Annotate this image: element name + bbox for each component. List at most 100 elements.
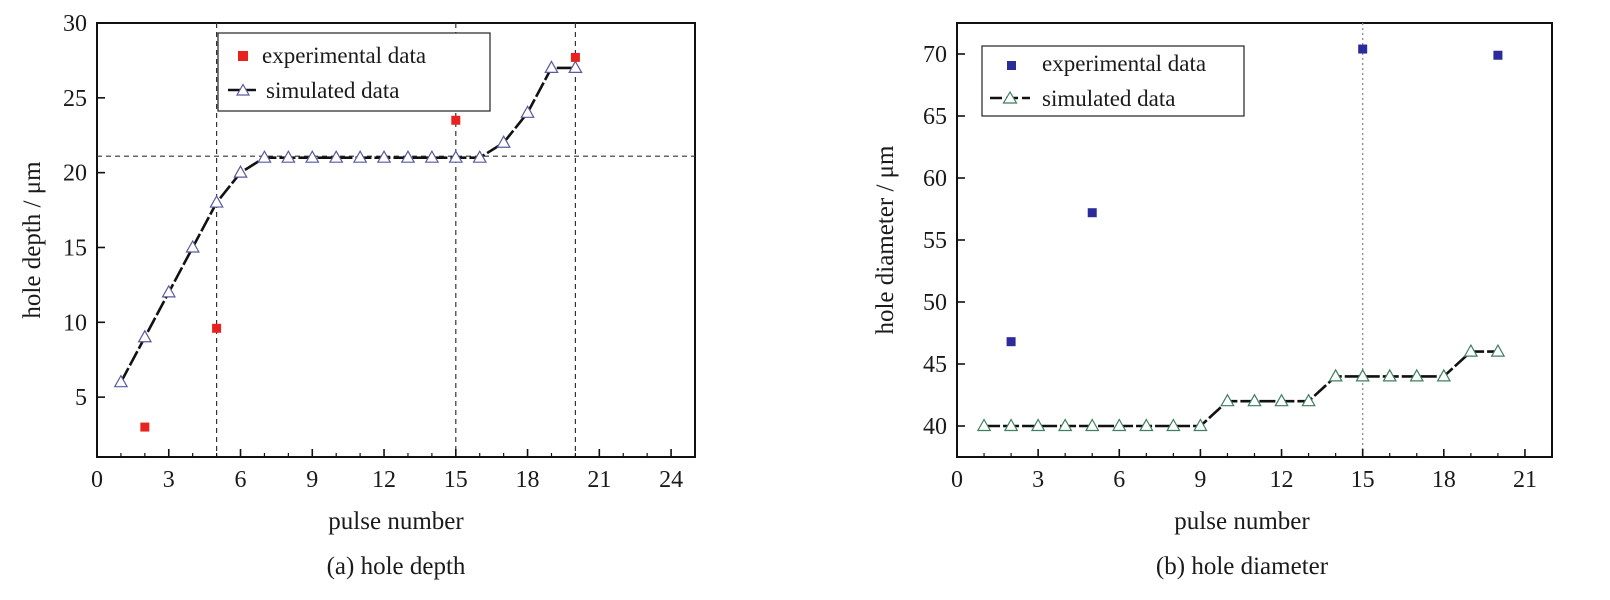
hole-diameter-simulated-point <box>976 418 992 432</box>
hole-diameter-x-tick-label: 0 <box>951 467 963 493</box>
hole-depth-y-tick-label: 15 <box>63 235 87 261</box>
hole-depth-simulated-point <box>328 149 344 163</box>
hole-depth-simulated-point <box>113 374 129 388</box>
hole-depth-y-axis-label: hole depth / μm <box>19 161 46 319</box>
hole-depth-simulated-point <box>305 149 320 163</box>
legend-experimental-marker <box>238 51 248 61</box>
legend-experimental-marker <box>1007 61 1016 70</box>
hole-diameter-x-tick-label: 15 <box>1351 467 1375 493</box>
hole-diameter-simulated-point <box>1166 418 1181 432</box>
hole-depth-experimental-point <box>140 422 150 432</box>
legend-box <box>217 32 491 112</box>
hole-diameter-simulated-point <box>1355 368 1370 382</box>
legend-simulated-marker <box>235 83 251 96</box>
chart-hole-depth: 0 3 6 9 12 15 18 21 24 5 10 15 20 25 30 experimental d… <box>19 11 696 580</box>
hole-depth-simulated-point <box>209 194 224 208</box>
hole-depth-x-tick-label: 15 <box>444 467 468 493</box>
hole-diameter-simulated-point <box>1274 393 1289 407</box>
hole-depth-simulated-point <box>233 164 248 178</box>
hole-depth-marks <box>96 22 696 458</box>
hole-depth-experimental-point <box>212 323 222 333</box>
hole-depth-y-tick-label: 25 <box>63 86 87 112</box>
hole-diameter-ticks: 0 3 6 9 12 15 18 21 40 45 50 55 60 65 70 <box>923 42 1553 493</box>
hole-diameter-simulated-point <box>1139 418 1154 432</box>
chart-hole-diameter: 0 3 6 9 12 15 18 21 40 45 50 55 60 65 70 experimental … <box>872 22 1553 580</box>
hole-depth-simulated-point <box>376 149 392 163</box>
hole-diameter-simulated-point <box>1193 418 1208 432</box>
hole-diameter-simulated-point <box>1301 393 1316 407</box>
hole-diameter-simulated-point <box>1057 418 1073 432</box>
legend-simulated-label: simulated data <box>1042 86 1176 111</box>
hole-diameter-legend: experimental data simulated data <box>981 45 1245 117</box>
hole-depth-x-tick-label: 12 <box>372 467 396 493</box>
hole-diameter-simulated-point <box>1003 418 1019 432</box>
hole-diameter-y-tick-label: 60 <box>923 166 947 192</box>
hole-diameter-x-tick-label: 6 <box>1113 467 1125 493</box>
hole-diameter-simulated-line <box>984 350 1498 428</box>
hole-diameter-simulated-point <box>1112 418 1127 432</box>
hole-depth-simulated-point <box>137 329 153 343</box>
hole-diameter-simulated-point <box>1247 393 1262 407</box>
hole-depth-simulated-point <box>520 105 535 118</box>
hole-diameter-experimental-point <box>1087 208 1097 218</box>
hole-depth-x-axis-label: pulse number <box>328 508 464 535</box>
hole-depth-x-tick-label: 18 <box>516 467 540 493</box>
hole-diameter-simulated-point <box>1328 368 1343 382</box>
hole-depth-y-tick-label: 5 <box>75 385 87 411</box>
hole-diameter-x-tick-label: 21 <box>1513 467 1537 493</box>
hole-depth-plot-frame <box>96 22 696 458</box>
hole-depth-experimental-point <box>451 115 461 125</box>
hole-depth-experimental-point <box>570 52 580 62</box>
hole-diameter-experimental-point <box>1006 337 1016 347</box>
hole-depth-x-tick-label: 6 <box>235 467 247 493</box>
hole-depth-caption: (a) hole depth <box>327 553 466 580</box>
hole-depth-simulated-point <box>257 149 272 163</box>
hole-diameter-y-tick-label: 65 <box>923 104 947 130</box>
hole-depth-y-tick-label: 20 <box>63 161 87 187</box>
hole-diameter-simulated-point <box>1382 368 1397 382</box>
hole-depth-simulated-line <box>119 66 576 383</box>
legend-experimental-label: experimental data <box>262 43 426 68</box>
hole-depth-simulated-point <box>281 149 296 163</box>
hole-depth-simulated-point <box>424 149 440 163</box>
hole-depth-simulated-point <box>185 239 200 253</box>
hole-depth-ticks: 0 3 6 9 12 15 18 21 24 5 10 15 20 25 30 <box>63 11 696 493</box>
hole-depth-y-tick-label: 10 <box>63 310 87 336</box>
hole-diameter-y-tick-label: 40 <box>923 414 947 440</box>
hole-depth-y-tick-label: 30 <box>63 11 87 37</box>
hole-depth-simulated-point <box>161 284 176 298</box>
hole-depth-x-tick-label: 9 <box>306 467 318 493</box>
hole-diameter-y-tick-label: 55 <box>923 228 947 254</box>
hole-depth-simulated-point <box>568 60 583 73</box>
hole-diameter-x-tick-label: 12 <box>1270 467 1294 493</box>
hole-diameter-y-axis-label: hole diameter / μm <box>872 145 899 335</box>
hole-depth-x-tick-label: 24 <box>659 467 683 493</box>
hole-depth-simulated-point <box>352 149 368 163</box>
hole-diameter-y-tick-label: 45 <box>923 352 947 378</box>
hole-diameter-simulated-point <box>1436 368 1452 382</box>
hole-diameter-x-tick-label: 18 <box>1432 467 1456 493</box>
hole-diameter-y-tick-label: 70 <box>923 42 947 68</box>
hole-diameter-experimental-point <box>1358 44 1368 54</box>
hole-depth-x-tick-label: 21 <box>587 467 611 493</box>
hole-diameter-caption: (b) hole diameter <box>1156 553 1329 580</box>
hole-diameter-simulated-point <box>1409 368 1424 382</box>
hole-depth-x-tick-label: 0 <box>91 467 103 493</box>
hole-diameter-simulated-point <box>1463 343 1479 357</box>
hole-diameter-marks <box>956 22 1553 458</box>
hole-diameter-simulated-point <box>1490 343 1506 357</box>
hole-diameter-simulated-point <box>1085 418 1100 432</box>
hole-depth-simulated-point <box>400 149 416 163</box>
legend-simulated-marker <box>1002 90 1018 104</box>
hole-depth-simulated-point <box>544 60 559 73</box>
hole-depth-simulated-point <box>472 149 487 163</box>
hole-diameter-y-tick-label: 50 <box>923 290 947 316</box>
hole-diameter-simulated-point <box>1220 393 1235 407</box>
hole-depth-x-tick-label: 3 <box>163 467 175 493</box>
legend-box <box>981 45 1245 117</box>
hole-diameter-simulated-point <box>1030 418 1046 432</box>
legend-experimental-label: experimental data <box>1042 51 1206 76</box>
hole-diameter-x-axis-label: pulse number <box>1174 508 1310 535</box>
hole-depth-simulated-point <box>448 149 464 163</box>
